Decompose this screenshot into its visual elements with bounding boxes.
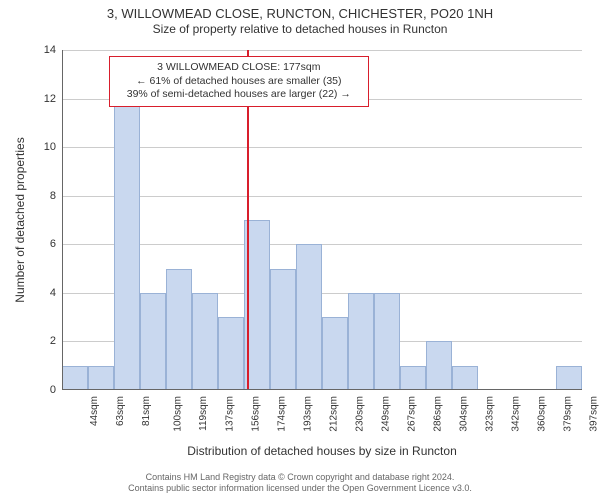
- x-tick-label: 323sqm: [483, 396, 496, 432]
- histogram-bar: [88, 366, 114, 390]
- chart-title-line1: 3, WILLOWMEAD CLOSE, RUNCTON, CHICHESTER…: [0, 6, 600, 22]
- histogram-bar: [114, 99, 140, 390]
- chart-title-line2: Size of property relative to detached ho…: [0, 22, 600, 37]
- gridline: [62, 196, 582, 197]
- histogram-bar: [452, 366, 478, 390]
- x-tick-label: 267sqm: [405, 396, 418, 432]
- annotation-box: 3 WILLOWMEAD CLOSE: 177sqm← 61% of detac…: [109, 56, 369, 107]
- x-axis-title: Distribution of detached houses by size …: [187, 444, 457, 458]
- x-tick-label: 81sqm: [139, 396, 152, 426]
- x-tick-label: 249sqm: [379, 396, 392, 432]
- x-tick-label: 304sqm: [457, 396, 470, 432]
- y-tick-label: 2: [50, 335, 62, 347]
- gridline: [62, 147, 582, 148]
- histogram-bar: [296, 244, 322, 390]
- x-tick-label: 230sqm: [353, 396, 366, 432]
- x-tick-label: 174sqm: [275, 396, 288, 432]
- x-tick-label: 193sqm: [301, 396, 314, 432]
- histogram-bar: [166, 269, 192, 390]
- histogram-bar: [218, 317, 244, 390]
- histogram-bar: [426, 341, 452, 390]
- y-tick-label: 14: [44, 44, 62, 56]
- footer: Contains HM Land Registry data © Crown c…: [0, 472, 600, 495]
- x-tick-label: 156sqm: [249, 396, 262, 432]
- x-tick-label: 137sqm: [223, 396, 236, 432]
- y-tick-label: 4: [50, 287, 62, 299]
- histogram-bar: [192, 293, 218, 390]
- footer-line1: Contains HM Land Registry data © Crown c…: [0, 472, 600, 483]
- histogram-bar: [322, 317, 348, 390]
- x-tick-label: 360sqm: [535, 396, 548, 432]
- y-axis-line: [62, 50, 63, 390]
- annotation-line: ← 61% of detached houses are smaller (35…: [114, 75, 364, 89]
- x-tick-label: 44sqm: [87, 396, 100, 426]
- chart-titles: 3, WILLOWMEAD CLOSE, RUNCTON, CHICHESTER…: [0, 6, 600, 37]
- histogram-bar: [374, 293, 400, 390]
- y-tick-label: 0: [50, 384, 62, 396]
- y-tick-label: 10: [44, 141, 62, 153]
- histogram-bar: [556, 366, 582, 390]
- histogram-bar: [348, 293, 374, 390]
- chart-container: 3, WILLOWMEAD CLOSE, RUNCTON, CHICHESTER…: [0, 0, 600, 500]
- x-tick-label: 379sqm: [561, 396, 574, 432]
- histogram-bar: [270, 269, 296, 390]
- x-tick-label: 63sqm: [113, 396, 126, 426]
- gridline: [62, 50, 582, 51]
- gridline: [62, 244, 582, 245]
- x-tick-label: 397sqm: [587, 396, 600, 432]
- x-tick-label: 212sqm: [327, 396, 340, 432]
- annotation-line: 39% of semi-detached houses are larger (…: [114, 88, 364, 102]
- annotation-line: 3 WILLOWMEAD CLOSE: 177sqm: [114, 61, 364, 75]
- x-axis-line: [62, 389, 582, 390]
- y-tick-label: 8: [50, 190, 62, 202]
- histogram-bar: [400, 366, 426, 390]
- y-tick-label: 6: [50, 238, 62, 250]
- plot-area: 3 WILLOWMEAD CLOSE: 177sqm← 61% of detac…: [62, 50, 582, 390]
- x-tick-label: 100sqm: [171, 396, 184, 432]
- histogram-bar: [140, 293, 166, 390]
- histogram-bar: [62, 366, 88, 390]
- x-tick-label: 119sqm: [196, 396, 209, 431]
- y-axis-title: Number of detached properties: [13, 137, 27, 302]
- y-tick-label: 12: [44, 93, 62, 105]
- x-tick-label: 286sqm: [431, 396, 444, 432]
- footer-line2: Contains public sector information licen…: [0, 483, 600, 494]
- x-tick-label: 342sqm: [509, 396, 522, 432]
